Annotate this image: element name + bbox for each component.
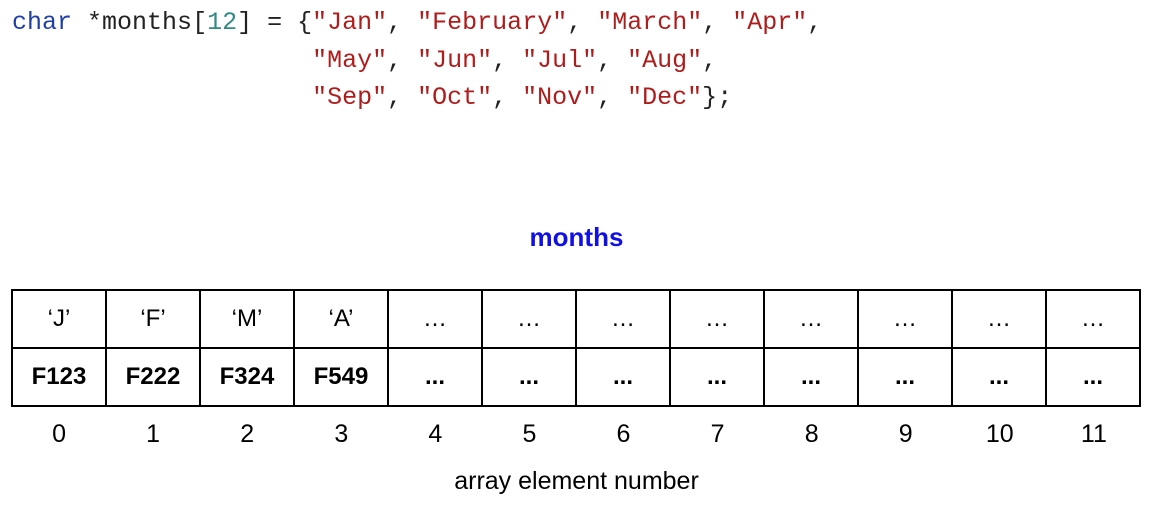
code-brace-open: {	[297, 8, 313, 37]
code-string: "Jul"	[522, 45, 598, 75]
address-cell: ...	[763, 347, 859, 407]
code-brace-close: }	[702, 83, 718, 112]
code-pointer: *	[87, 8, 103, 37]
code-string: "Dec"	[627, 83, 703, 112]
code-string: "Sep"	[312, 83, 388, 112]
address-cell: ...	[951, 347, 1047, 407]
code-string: "May"	[312, 45, 388, 75]
char-cell: …	[669, 289, 765, 349]
index-label: 1	[146, 420, 161, 448]
code-string: "Oct"	[417, 83, 493, 112]
char-cell: ‘A’	[293, 289, 389, 349]
index-labels: 0 1 2 3 4 5 6 7 8 9 10 11	[12, 420, 1141, 449]
code-size: 12	[207, 8, 238, 37]
index-label: 10	[985, 420, 1014, 448]
char-cell: ‘J’	[11, 289, 107, 349]
index-label: 3	[334, 420, 349, 448]
address-cell: ...	[669, 347, 765, 407]
code-string: "Jan"	[312, 8, 388, 37]
char-cell: ‘F’	[105, 289, 201, 349]
address-cell: ...	[575, 347, 671, 407]
char-cell: …	[951, 289, 1047, 349]
code-string: "Apr"	[732, 8, 808, 37]
index-label: 2	[240, 420, 255, 448]
index-label: 11	[1080, 420, 1107, 448]
index-label: 5	[522, 420, 537, 448]
index-label: 6	[616, 420, 631, 448]
char-cell: …	[1045, 289, 1141, 349]
code-assign: =	[252, 8, 298, 37]
char-cell: …	[857, 289, 953, 349]
code-bracket-close: ]	[237, 8, 253, 37]
address-cell: ...	[387, 347, 483, 407]
code-keyword: char	[12, 8, 73, 37]
code-string: "Aug"	[627, 45, 703, 75]
index-label: 8	[804, 420, 819, 448]
address-cell: F549	[293, 347, 389, 407]
code-string: "Jun"	[417, 45, 493, 75]
char-cell: ‘M’	[199, 289, 295, 349]
address-cell: F222	[105, 347, 201, 407]
code-string: "February"	[417, 8, 568, 37]
char-cell: …	[763, 289, 859, 349]
index-label: 4	[428, 420, 443, 448]
char-cell: …	[575, 289, 671, 349]
address-cell: ...	[1045, 347, 1141, 407]
code-bracket-open: [	[192, 8, 208, 37]
address-cell: ...	[481, 347, 577, 407]
code-string: "March"	[597, 8, 703, 37]
code-semicolon: ;	[717, 83, 733, 112]
char-cell: …	[387, 289, 483, 349]
diagram-title: months	[529, 222, 624, 252]
address-cell: F123	[11, 347, 107, 407]
array-diagram: ‘J’ ‘F’ ‘M’ ‘A’ … … … … … … … … F123 F22…	[11, 289, 1141, 407]
address-cell: F324	[199, 347, 295, 407]
index-label: 7	[710, 420, 725, 448]
code-snippet: char *months[12] = {"Jan", "February", "…	[12, 8, 823, 112]
address-row: F123 F222 F324 F549 ... ... ... ... ... …	[11, 347, 1141, 407]
char-cell: …	[481, 289, 577, 349]
index-label: 0	[52, 420, 66, 448]
address-cell: ...	[857, 347, 953, 407]
index-label: 9	[898, 420, 913, 448]
first-char-row: ‘J’ ‘F’ ‘M’ ‘A’ … … … … … … … …	[11, 289, 1141, 349]
code-string: "Nov"	[522, 83, 598, 112]
axis-label: array element number	[454, 467, 699, 495]
code-identifier: months	[102, 8, 193, 37]
